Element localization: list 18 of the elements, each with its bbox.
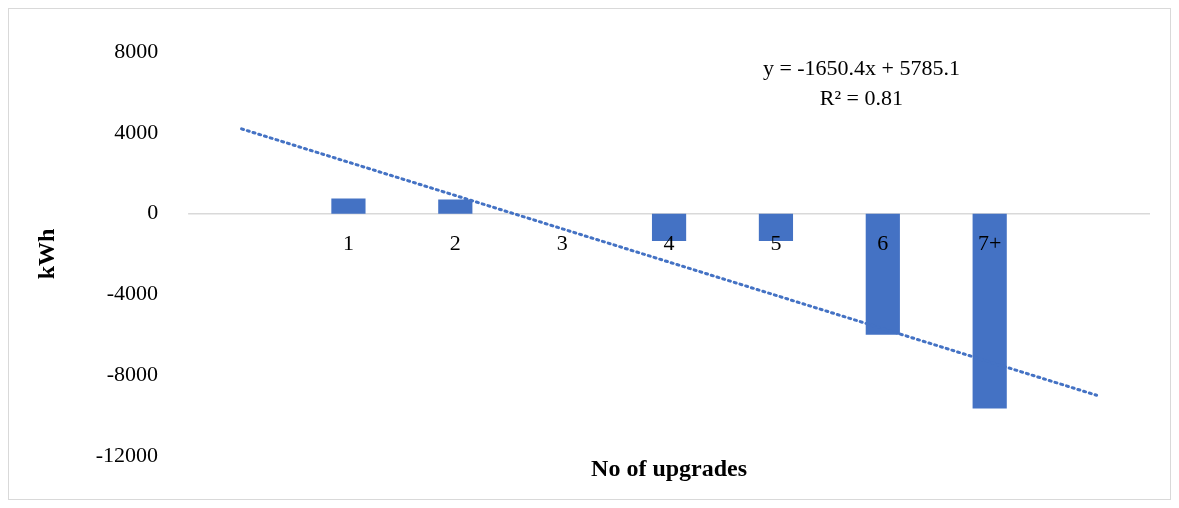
y-tick-label: -4000 — [106, 280, 159, 306]
y-tick-label: -8000 — [106, 360, 159, 386]
y-tick-label: 8000 — [114, 37, 159, 63]
y-tick-label: 0 — [147, 199, 159, 225]
y-axis-title: kWh — [32, 228, 59, 280]
x-axis-title: No of upgrades — [591, 455, 748, 482]
annotation: y = -1650.4x + 5785.1 — [762, 54, 961, 80]
bar — [438, 199, 473, 214]
x-tick-label: 2 — [449, 230, 461, 256]
x-tick-label: 6 — [877, 230, 889, 256]
x-tick-label: 7+ — [977, 230, 1002, 256]
bar — [331, 198, 366, 214]
x-tick-label: 3 — [556, 230, 568, 256]
y-tick-label: 4000 — [114, 118, 159, 144]
bar — [865, 213, 900, 335]
x-tick-label: 1 — [342, 230, 354, 256]
y-tick-label: -12000 — [95, 441, 159, 467]
annotation: R² = 0.81 — [819, 84, 904, 110]
